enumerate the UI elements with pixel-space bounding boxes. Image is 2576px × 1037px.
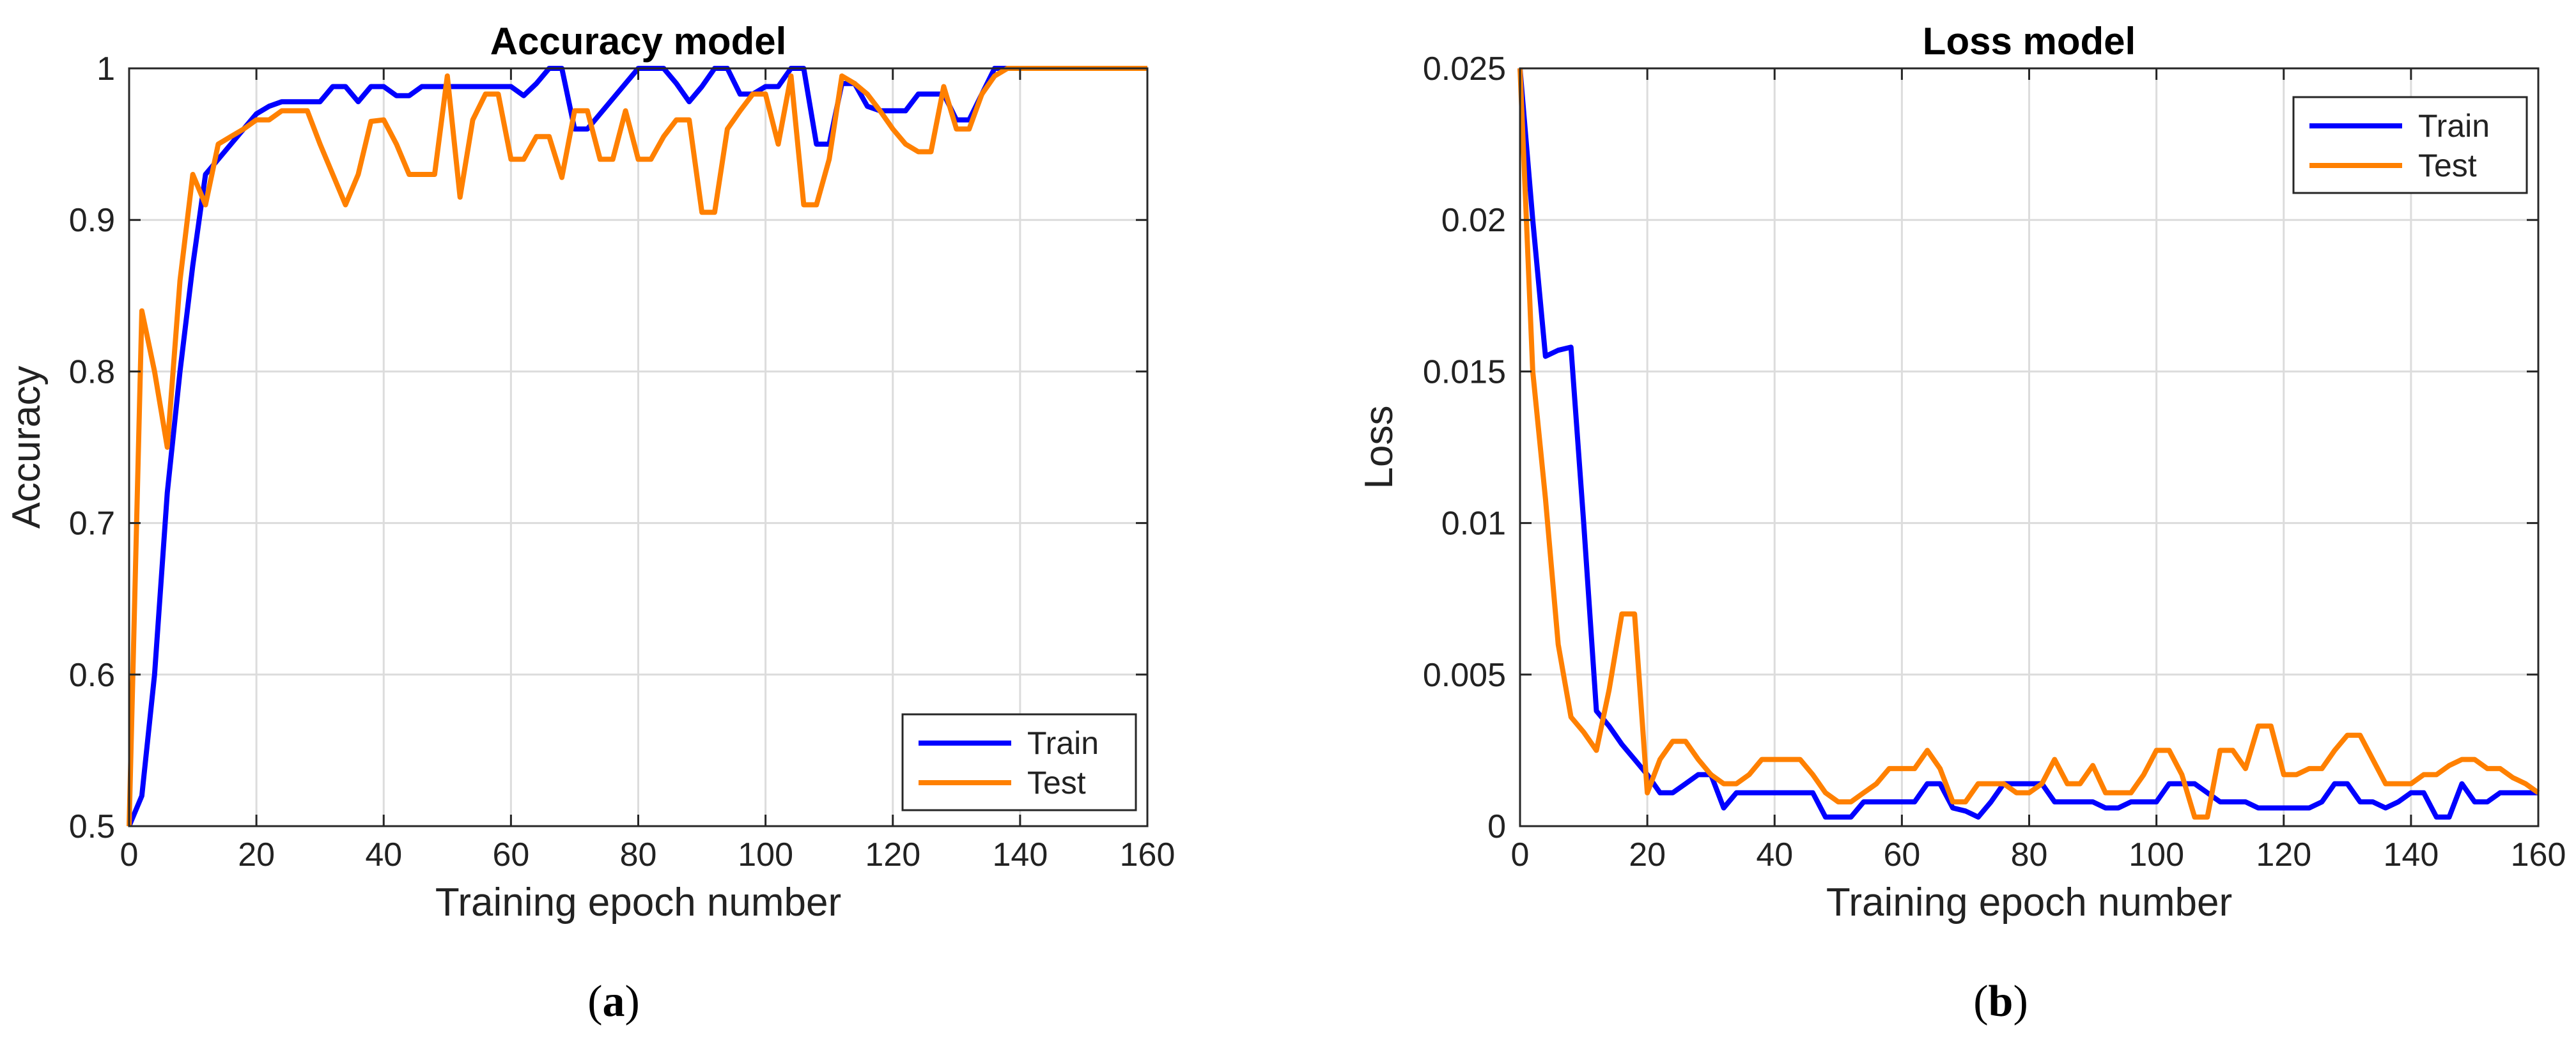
x-tick-label: 120: [2256, 836, 2311, 873]
x-axis-label: Training epoch number: [1826, 880, 2232, 925]
chart-title: Loss model: [1923, 20, 2136, 63]
caption-open-paren: (: [1973, 977, 1988, 1026]
series-line-train: [1517, 68, 2538, 820]
loss-chart: 0 20 40 60 80 100 120 140 160 0 0.005 0.01 0.015 0.02…: [1357, 20, 2566, 1026]
y-axis-label: Accuracy: [4, 366, 49, 529]
y-tick-label: 0: [1487, 808, 1506, 845]
caption-open-paren: (: [587, 977, 602, 1026]
x-tick-label: 20: [1629, 836, 1666, 873]
y-tick-label: 0.01: [1441, 505, 1506, 542]
x-axis-label: Training epoch number: [435, 880, 841, 925]
x-tick-label: 20: [238, 836, 275, 873]
series-line-test: [1517, 68, 2540, 820]
x-tick-label: 60: [492, 836, 529, 873]
x-tick-label: 80: [620, 836, 657, 873]
x-tick-label: 100: [738, 836, 793, 873]
caption-close-paren: ): [2013, 977, 2028, 1026]
x-tick-label: 40: [1756, 836, 1793, 873]
caption-letter: a: [603, 977, 625, 1026]
legend: Train Test: [901, 713, 1137, 811]
panel-caption: (a): [587, 977, 640, 1026]
legend-label-test: Test: [2418, 148, 2477, 183]
legend-label-test: Test: [1027, 765, 1086, 801]
y-tick-label: 0.015: [1423, 353, 1506, 390]
y-tick-label: 0.6: [69, 657, 115, 694]
x-tick-label: 160: [2511, 836, 2566, 873]
x-tick-label: 100: [2129, 836, 2184, 873]
y-tick-label: 0.7: [69, 505, 115, 542]
y-tick-label: 0.9: [69, 202, 115, 239]
y-tick-label: 0.025: [1423, 50, 1506, 88]
legend-box: [2292, 96, 2528, 194]
x-tick-label: 140: [2383, 836, 2439, 873]
x-tick-label: 60: [1883, 836, 1920, 873]
y-tick-label: 0.02: [1441, 202, 1506, 239]
x-tick-label: 0: [120, 836, 139, 873]
legend: Train Test: [2292, 96, 2528, 194]
y-tick-label: 1: [97, 50, 115, 88]
legend-label-train: Train: [2418, 108, 2490, 144]
caption-letter: b: [1989, 977, 2013, 1026]
chart-title: Accuracy model: [490, 20, 787, 63]
x-tick-label: 0: [1511, 836, 1530, 873]
panel-caption: (b): [1973, 977, 2028, 1026]
x-tick-label: 140: [992, 836, 1048, 873]
y-tick-label: 0.005: [1423, 657, 1506, 694]
y-tick-label: 0.8: [69, 353, 115, 390]
x-tick-label: 40: [365, 836, 402, 873]
x-tick-label: 80: [2011, 836, 2048, 873]
caption-close-paren: ): [625, 977, 640, 1026]
x-tick-label: 120: [865, 836, 920, 873]
accuracy-chart: 0 20 40 60 80 100 120 140 160 0.5 0.6 0.7 0.8 0.9 1 Acc…: [4, 20, 1175, 1026]
legend-label-train: Train: [1027, 725, 1099, 761]
series-line-test: [127, 66, 1147, 827]
y-tick-label: 0.5: [69, 808, 115, 845]
legend-box: [901, 713, 1137, 811]
x-tick-label: 160: [1120, 836, 1175, 873]
y-axis-label: Loss: [1357, 406, 1401, 489]
